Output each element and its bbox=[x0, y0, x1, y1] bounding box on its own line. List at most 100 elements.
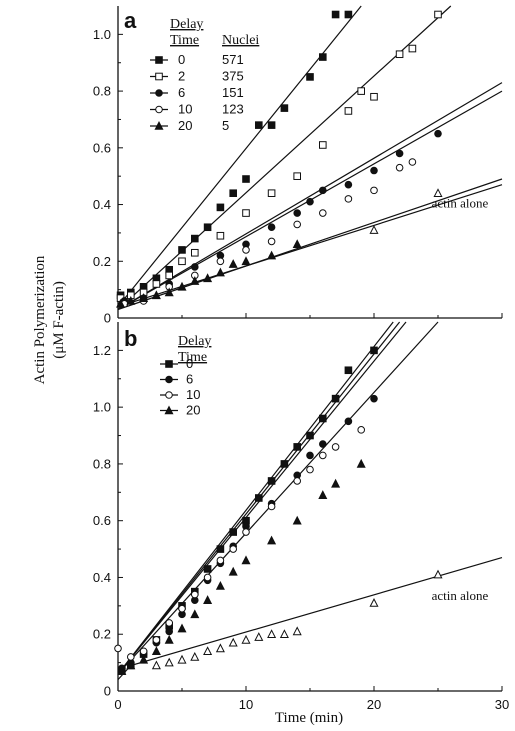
data-point-series-1 bbox=[293, 172, 301, 180]
x-tick-label: 30 bbox=[495, 697, 509, 712]
data-point-series-2 bbox=[216, 556, 225, 565]
data-point-series-3 bbox=[151, 646, 161, 656]
y-tick-label: 0.4 bbox=[93, 197, 111, 212]
data-point-series-3 bbox=[139, 654, 149, 664]
data-point-series-2 bbox=[178, 604, 186, 613]
legend-marker bbox=[155, 89, 163, 97]
data-point-series-4 bbox=[139, 293, 149, 302]
data-point-series-0 bbox=[319, 414, 327, 423]
panel-label: a bbox=[124, 8, 137, 33]
data-point-series-2 bbox=[331, 443, 340, 451]
data-point-series-4 bbox=[215, 267, 225, 277]
data-point-series-0 bbox=[191, 234, 199, 243]
data-point-series-4 bbox=[292, 626, 302, 636]
data-point-series-4 bbox=[190, 276, 200, 285]
annotation-actin-alone: actin alone bbox=[432, 195, 489, 210]
y-tick-label: 1.2 bbox=[93, 343, 111, 358]
data-point-series-2 bbox=[319, 451, 327, 460]
y-tick-label: 0.8 bbox=[93, 84, 111, 99]
legend-marker bbox=[165, 375, 173, 384]
legend-marker bbox=[155, 105, 163, 114]
legend-label: 0 bbox=[178, 52, 185, 67]
panel-label: b bbox=[124, 326, 137, 351]
fit-line-series-3 bbox=[117, 321, 439, 675]
data-point-series-0 bbox=[216, 545, 225, 553]
data-point-series-2 bbox=[127, 653, 135, 661]
data-point-series-4 bbox=[215, 643, 225, 653]
data-point-series-3 bbox=[370, 186, 378, 195]
data-point-series-1 bbox=[242, 209, 250, 217]
legend-header-nuclei: Nuclei bbox=[222, 33, 259, 48]
data-point-series-1 bbox=[434, 10, 442, 19]
legend-nuclei-value: 5 bbox=[222, 118, 229, 133]
data-point-series-3 bbox=[190, 609, 200, 619]
data-point-series-4 bbox=[241, 634, 251, 644]
data-point-series-1 bbox=[152, 280, 161, 288]
legend-nuclei-value: 571 bbox=[222, 52, 244, 67]
data-point-series-4 bbox=[177, 654, 187, 664]
data-point-series-1 bbox=[178, 257, 186, 266]
data-point-series-0 bbox=[229, 189, 237, 197]
data-point-series-1 bbox=[357, 87, 365, 95]
data-point-series-2 bbox=[114, 644, 122, 653]
data-point-series-0 bbox=[203, 565, 212, 573]
y-tick-label: 0.2 bbox=[93, 627, 111, 642]
data-point-series-3 bbox=[318, 490, 328, 499]
x-tick-label: 20 bbox=[367, 697, 381, 712]
data-point-series-5 bbox=[369, 225, 379, 234]
data-point-series-4 bbox=[151, 660, 161, 670]
data-point-series-3 bbox=[267, 535, 277, 545]
data-point-series-1 bbox=[191, 248, 199, 257]
data-point-series-2 bbox=[203, 573, 212, 582]
fit-line-series-2 bbox=[117, 82, 503, 311]
x-tick-label: 0 bbox=[114, 697, 121, 712]
data-point-series-3 bbox=[117, 666, 127, 675]
data-point-series-4 bbox=[126, 295, 136, 305]
data-point-series-3 bbox=[344, 195, 353, 203]
data-point-series-4 bbox=[116, 298, 126, 308]
fit-line-series-4 bbox=[117, 557, 503, 681]
legend-header-time: Time bbox=[170, 33, 199, 48]
data-point-series-0 bbox=[280, 104, 289, 112]
data-point-series-4 bbox=[292, 239, 302, 249]
data-point-series-3 bbox=[292, 515, 302, 525]
x-tick-label: 10 bbox=[239, 697, 253, 712]
data-point-series-2 bbox=[370, 166, 378, 175]
data-point-series-0 bbox=[319, 53, 327, 61]
data-point-series-3 bbox=[293, 220, 302, 229]
data-point-series-0 bbox=[280, 460, 289, 468]
data-point-series-1 bbox=[395, 50, 404, 59]
data-point-series-0 bbox=[255, 494, 263, 502]
data-point-series-4 bbox=[177, 281, 187, 291]
data-point-series-3 bbox=[177, 623, 187, 633]
y-tick-label: 1.0 bbox=[93, 27, 111, 42]
y-tick-label: 0.8 bbox=[93, 456, 111, 471]
legend-nuclei-value: 375 bbox=[222, 69, 244, 84]
data-point-series-3 bbox=[203, 595, 213, 604]
legend-marker bbox=[155, 72, 163, 81]
data-point-series-0 bbox=[370, 346, 378, 355]
x-axis-label: Time (min) bbox=[275, 710, 343, 726]
data-point-series-1 bbox=[306, 451, 314, 460]
data-point-series-3 bbox=[241, 555, 251, 565]
legend-label: 2 bbox=[178, 69, 185, 84]
data-point-series-3 bbox=[331, 478, 341, 488]
data-point-series-0 bbox=[306, 431, 314, 440]
legend-header-delay: Delay bbox=[170, 17, 203, 32]
data-point-series-2 bbox=[306, 465, 314, 474]
data-point-series-2 bbox=[191, 263, 199, 271]
data-point-series-2 bbox=[152, 636, 161, 644]
data-point-series-0 bbox=[267, 121, 276, 129]
data-point-series-4 bbox=[228, 259, 238, 268]
data-point-series-1 bbox=[370, 394, 378, 403]
data-point-series-1 bbox=[319, 141, 327, 149]
data-point-series-2 bbox=[319, 186, 327, 195]
y-tick-label: 0.2 bbox=[93, 254, 111, 269]
y-tick-label: 1.0 bbox=[93, 400, 111, 415]
data-point-series-1 bbox=[165, 271, 173, 280]
data-point-series-4 bbox=[164, 287, 174, 297]
legend-marker bbox=[164, 405, 174, 415]
data-point-series-0 bbox=[216, 203, 225, 212]
